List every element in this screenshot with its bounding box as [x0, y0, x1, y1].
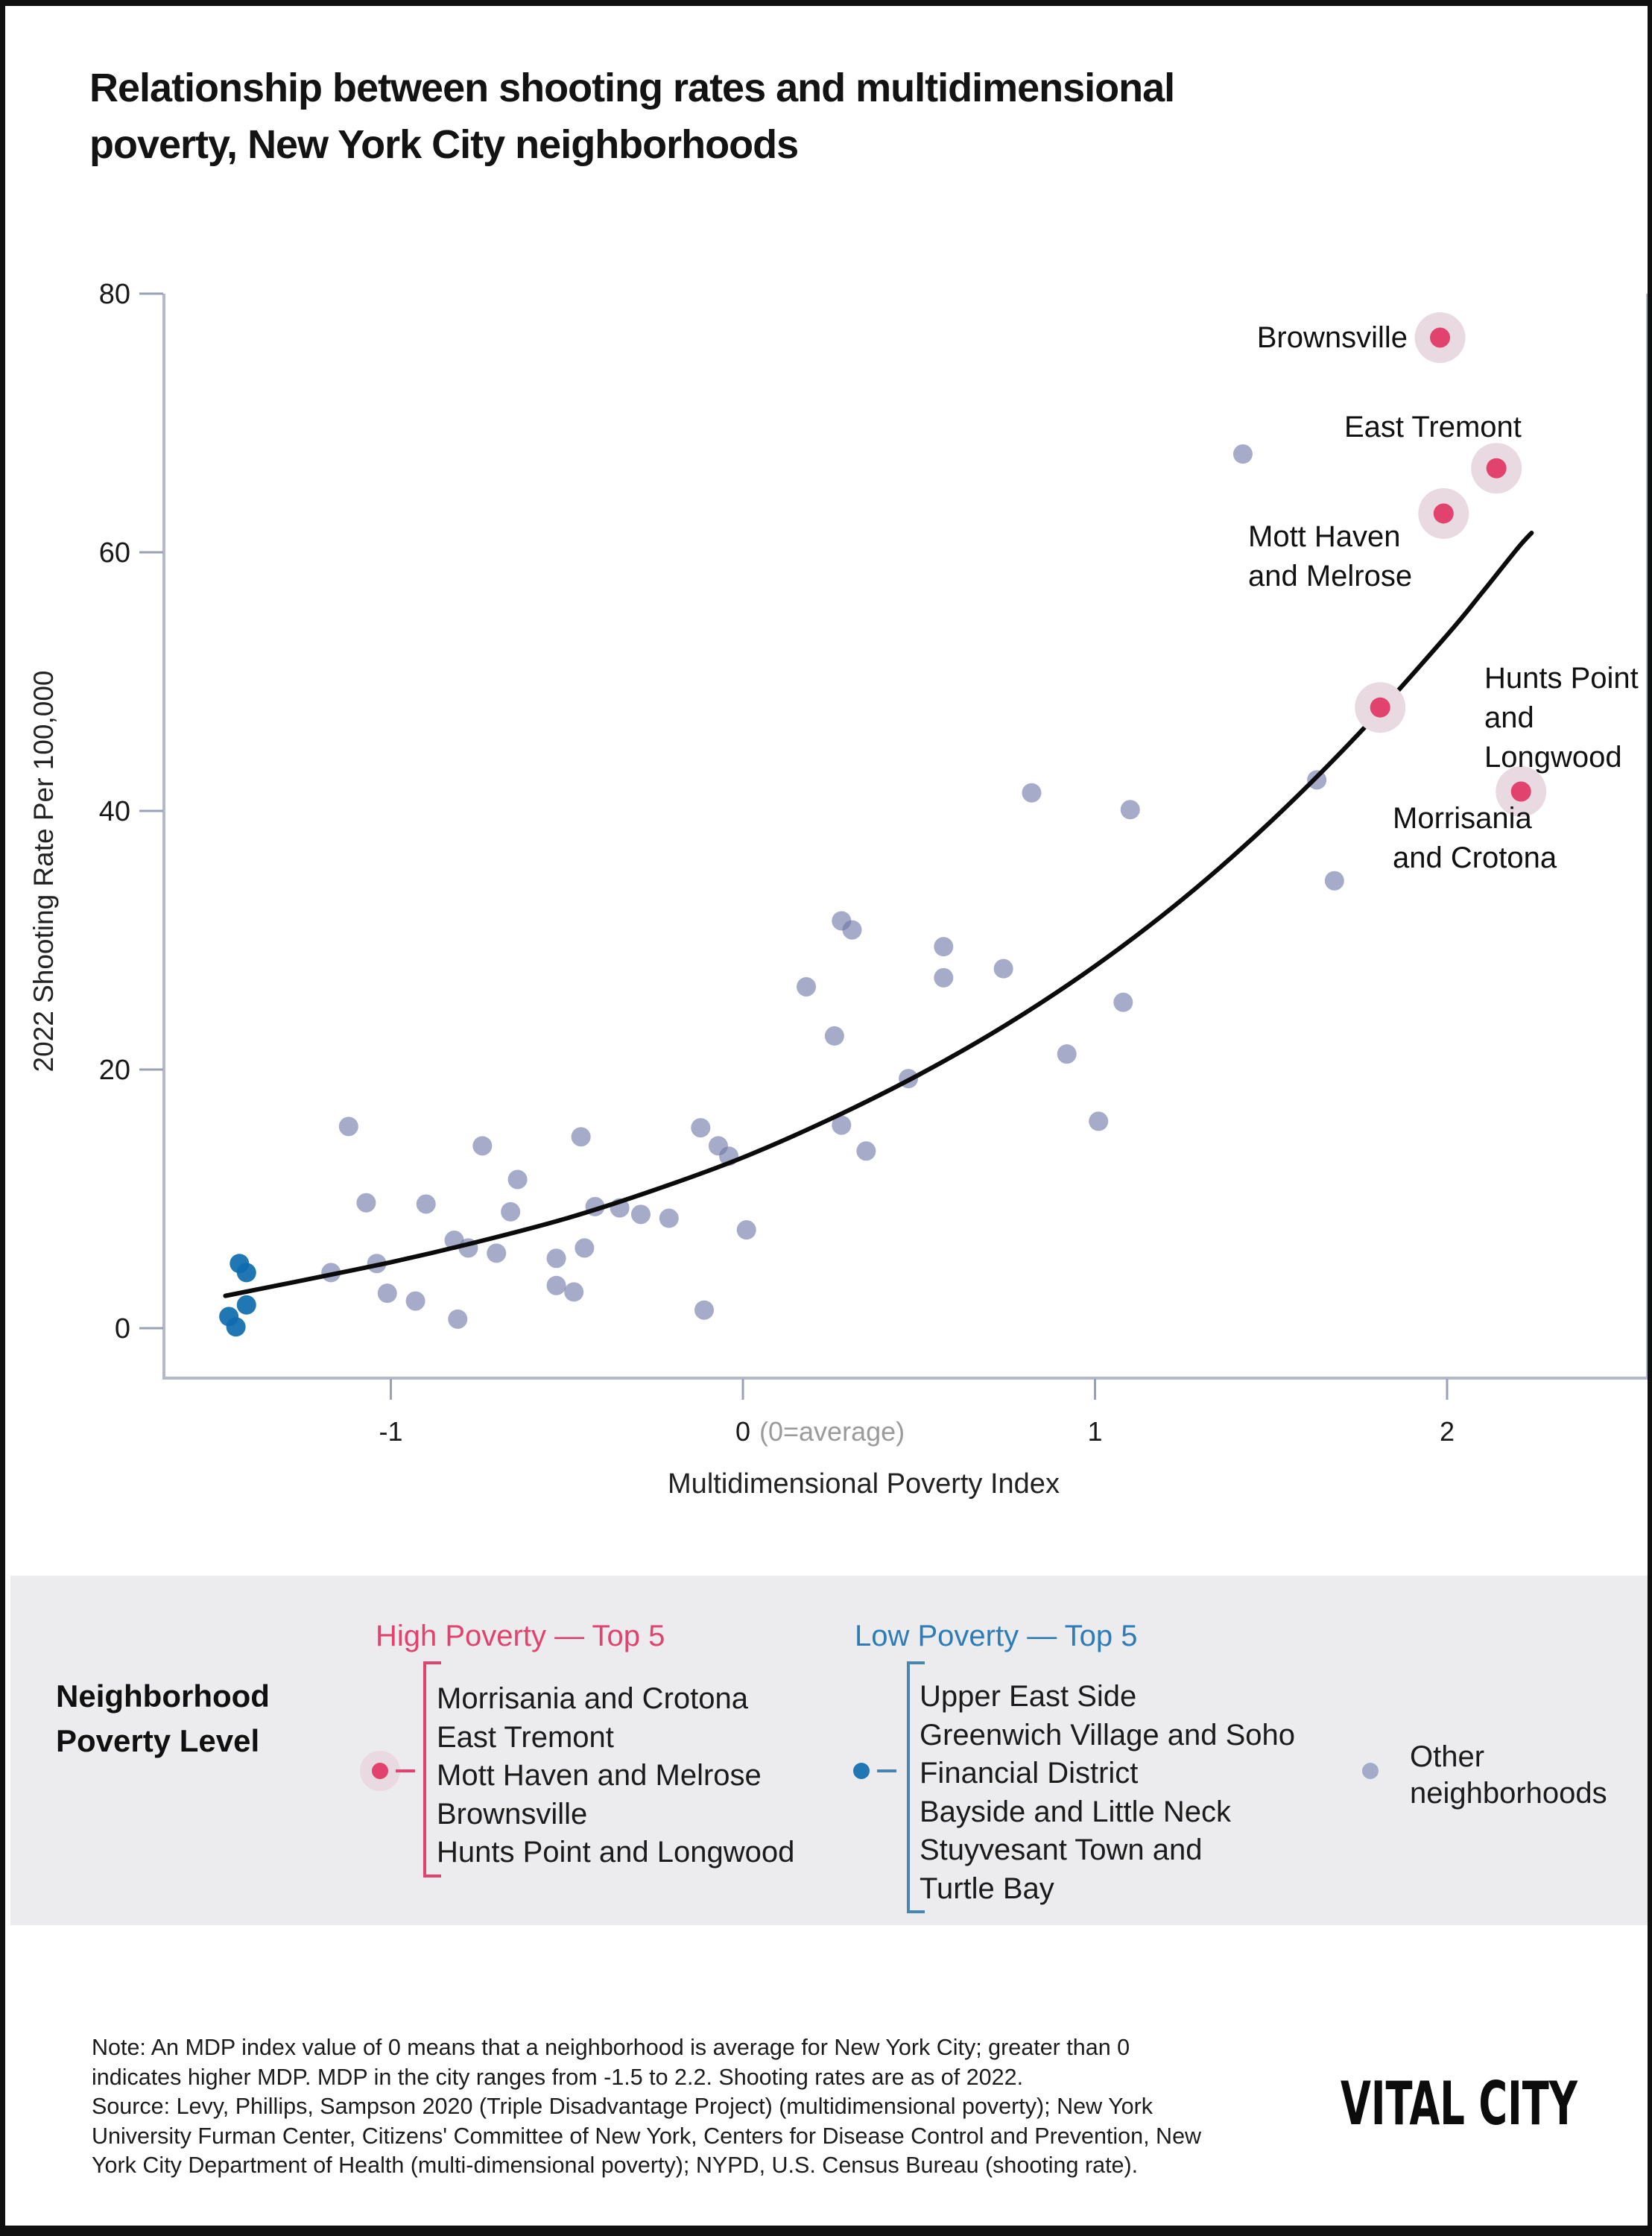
data-point-other	[571, 1127, 591, 1147]
legend-item: Greenwich Village and Soho	[920, 1718, 1296, 1752]
data-point-other	[691, 1118, 711, 1138]
legend-heading-high-poverty: High Poverty — Top 5	[376, 1620, 665, 1652]
legend-marker-other-dot	[1362, 1763, 1379, 1779]
legend-dash-low	[877, 1769, 896, 1772]
x-tick-label: 2	[1440, 1416, 1455, 1447]
data-point-other	[405, 1291, 425, 1311]
legend-item: Bayside and Little Neck	[920, 1795, 1232, 1828]
data-point-other	[564, 1282, 584, 1302]
data-point-other	[934, 937, 954, 957]
data-point-other	[993, 958, 1013, 979]
legend-item: Upper East Side	[920, 1680, 1137, 1713]
legend-list-high-poverty: Morrisania and Crotona East Tremont Mott H…	[437, 1680, 794, 1872]
legend-label-other: Other neighborhoods	[1410, 1740, 1607, 1810]
y-tick-label: 0	[115, 1313, 130, 1345]
legend-item: Stuyvesant Town and Turtle Bay	[920, 1834, 1203, 1905]
data-point-other	[1120, 800, 1140, 820]
data-point-other	[934, 967, 954, 988]
x-tick-note: (0=average)	[759, 1416, 905, 1447]
data-point-other	[487, 1243, 507, 1263]
data-point-other	[659, 1208, 679, 1228]
legend-list-low-poverty: Upper East Side Greenwich Village and Soh…	[920, 1678, 1295, 1908]
data-point-high-poverty	[1486, 458, 1507, 479]
annotation-mott-haven-and-melrose: Mott Haven and Melrose	[1248, 520, 1413, 593]
data-point-other	[416, 1194, 436, 1214]
legend-title: Neighborhood Poverty Level	[56, 1678, 270, 1758]
y-tick-label: 40	[99, 796, 130, 827]
legend-heading-low-poverty: Low Poverty — Top 5	[855, 1620, 1138, 1652]
footnote: Note: An MDP index value of 0 means that…	[92, 2035, 1202, 2178]
data-point-other	[797, 976, 817, 997]
data-point-other	[630, 1204, 651, 1225]
data-point-high-poverty	[1433, 503, 1454, 524]
data-point-other	[842, 920, 862, 940]
annotation-east-tremont: East Tremont	[1344, 411, 1522, 443]
trend-line	[223, 530, 1534, 1298]
plot-frame	[162, 294, 1648, 1380]
data-point-high-poverty	[1430, 327, 1451, 348]
legend-item: Financial District	[920, 1757, 1139, 1790]
data-point-low-poverty	[226, 1317, 246, 1337]
data-point-other	[1324, 871, 1344, 891]
data-point-other	[736, 1220, 756, 1240]
y-axis-label: 2022 Shooting Rate Per 100,000	[28, 670, 59, 1073]
data-point-other	[856, 1141, 876, 1161]
data-point-other	[472, 1136, 493, 1156]
data-point-other	[694, 1300, 715, 1320]
legend-item: Morrisania and Crotona	[437, 1682, 748, 1715]
data-point-other	[1089, 1111, 1109, 1131]
annotation-morrisania-and-crotona: Morrisania and Crotona	[1393, 802, 1557, 874]
data-point-high-poverty	[1510, 781, 1531, 802]
y-tick-label: 80	[99, 279, 130, 310]
legend-item: Mott Haven and Melrose	[437, 1759, 762, 1792]
annotation-hunts-point-and-longwood: Hunts Point and Longwood	[1484, 662, 1639, 774]
data-point-other	[1057, 1044, 1077, 1064]
data-point-other	[1232, 444, 1253, 464]
data-point-other	[575, 1238, 595, 1258]
data-point-other	[832, 1115, 852, 1135]
x-tick-label: 1	[1087, 1416, 1102, 1447]
scatter-plot: 0 20 40 60 80 -1 0 (0=average) 1 2	[99, 279, 1648, 1447]
x-tick-label: -1	[379, 1416, 402, 1447]
data-point-other	[1022, 783, 1042, 803]
legend-bracket-high	[423, 1661, 441, 1877]
legend-bracket-low	[907, 1661, 925, 1913]
data-point-other	[448, 1309, 468, 1329]
legend-marker-low-dot	[853, 1763, 870, 1779]
y-tick-label: 20	[99, 1055, 130, 1086]
data-point-other	[501, 1201, 521, 1222]
legend-item: Brownsville	[437, 1797, 588, 1831]
legend-band	[10, 1576, 1648, 1925]
legend-item: Hunts Point and Longwood	[437, 1836, 795, 1869]
vital-city-logo: VITAL CITY	[1341, 2069, 1577, 2138]
legend-item: East Tremont	[437, 1720, 614, 1754]
x-axis-label: Multidimensional Poverty Index	[668, 1468, 1060, 1500]
legend-marker-high-dot	[372, 1763, 388, 1779]
data-point-other	[377, 1283, 397, 1304]
data-point-high-poverty	[1370, 697, 1390, 718]
x-tick-label: 0	[735, 1416, 750, 1447]
data-point-other	[546, 1248, 566, 1269]
data-point-low-poverty	[236, 1263, 256, 1283]
legend-dash-high	[396, 1769, 415, 1772]
data-point-other	[824, 1026, 844, 1046]
y-tick-label: 60	[99, 537, 130, 569]
data-point-other	[1113, 992, 1133, 1012]
data-point-other	[507, 1169, 528, 1190]
chart-title: Relationship between shooting rates and …	[89, 66, 1175, 167]
data-point-other	[338, 1117, 358, 1137]
annotation-brownsville: Brownsville	[1256, 321, 1408, 354]
data-point-other	[356, 1193, 376, 1213]
data-point-other	[546, 1275, 566, 1295]
data-point-low-poverty	[236, 1295, 256, 1315]
